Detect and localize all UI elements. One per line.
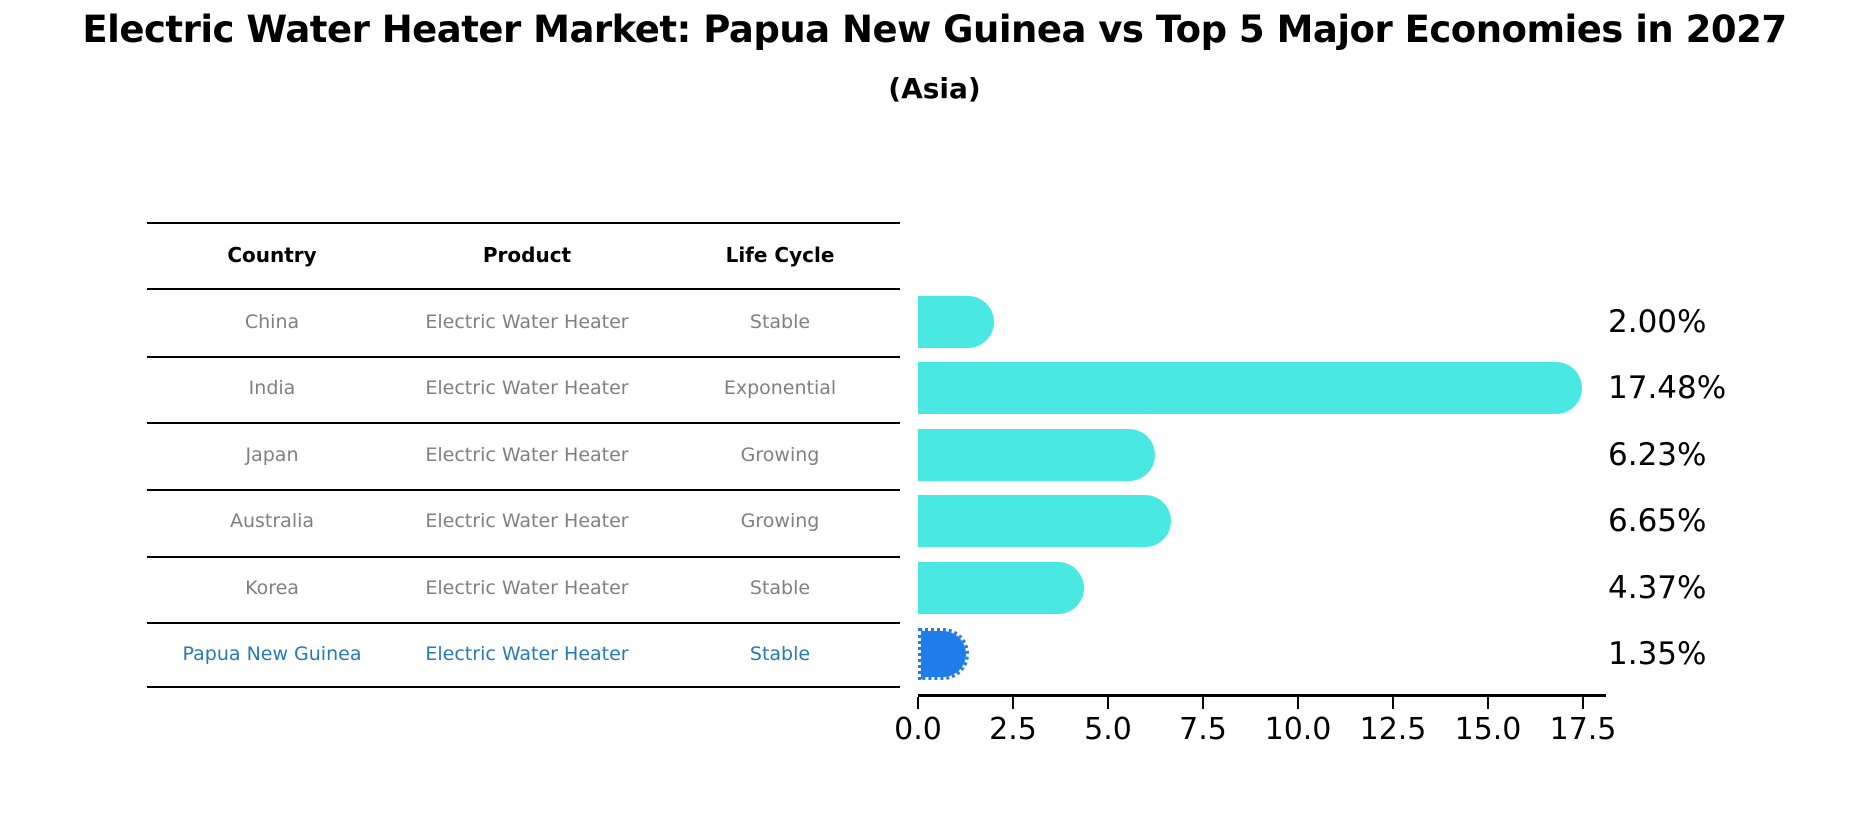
x-tick [1487, 697, 1489, 709]
cell-product: Electric Water Heater [425, 577, 629, 599]
table-border-top [147, 222, 900, 224]
country-table: Country Product Life Cycle China Electri… [147, 222, 900, 688]
x-tick [1107, 697, 1109, 709]
table-border-bottom [147, 686, 900, 688]
header-product: Product [482, 243, 572, 267]
chart-subtitle: (Asia) [888, 72, 981, 105]
table-header-row: Country Product Life Cycle [147, 240, 900, 270]
bar-china [918, 296, 994, 348]
x-tick [1012, 697, 1014, 709]
x-tick [1202, 697, 1204, 709]
table-row-india: India Electric Water Heater Exponential [147, 373, 900, 403]
header-life-cycle: Life Cycle [725, 243, 835, 267]
table-row-korea: Korea Electric Water Heater Stable [147, 573, 900, 603]
row-separator [147, 489, 900, 491]
cell-life-cycle: Growing [740, 510, 820, 532]
bar-australia [918, 495, 1171, 548]
table-row-australia: Australia Electric Water Heater Growing [147, 506, 900, 536]
bar-papua-new-guinea [918, 628, 970, 680]
row-separator [147, 556, 900, 558]
x-tick-label: 0.0 [894, 712, 942, 747]
chart-title: Electric Water Heater Market: Papua New … [82, 8, 1787, 51]
x-tick [1582, 697, 1584, 709]
value-label: 6.65% [1608, 503, 1707, 540]
cell-country: Australia [229, 510, 315, 532]
table-header-separator [147, 288, 900, 290]
value-label: 2.00% [1608, 304, 1707, 340]
cell-country: Korea [245, 577, 299, 599]
value-label: 4.37% [1608, 569, 1707, 606]
x-tick-label: 17.5 [1549, 712, 1617, 747]
cell-country: Papua New Guinea [182, 643, 362, 665]
x-tick-label: 5.0 [1084, 712, 1132, 747]
table-row-papua-new-guinea: Papua New Guinea Electric Water Heater S… [147, 639, 900, 669]
cell-life-cycle: Stable [749, 577, 811, 599]
cell-country: China [244, 311, 300, 333]
table-row-china: China Electric Water Heater Stable [147, 307, 900, 337]
value-label: 17.48% [1608, 370, 1727, 407]
cell-life-cycle: Stable [749, 643, 811, 665]
bar-india [918, 362, 1583, 415]
table-row-japan: Japan Electric Water Heater Growing [147, 440, 900, 470]
value-label: 6.23% [1608, 436, 1707, 473]
cell-product: Electric Water Heater [425, 311, 629, 333]
x-tick-label: 7.5 [1179, 712, 1227, 747]
value-label: 1.35% [1608, 636, 1707, 672]
bar-korea [918, 561, 1085, 614]
row-separator [147, 622, 900, 624]
row-separator [147, 356, 900, 358]
x-tick [1392, 697, 1394, 709]
x-tick-label: 10.0 [1264, 712, 1332, 747]
row-separator [147, 422, 900, 424]
cell-country: Japan [245, 444, 299, 466]
x-axis-line [918, 694, 1606, 697]
cell-product: Electric Water Heater [425, 510, 629, 532]
header-country: Country [227, 243, 317, 267]
bar-japan [918, 428, 1155, 481]
cell-product: Electric Water Heater [425, 377, 629, 399]
x-tick-label: 2.5 [989, 712, 1037, 747]
cell-product: Electric Water Heater [425, 444, 629, 466]
cell-life-cycle: Exponential [723, 377, 837, 399]
x-tick [1297, 697, 1299, 709]
cell-product: Electric Water Heater [425, 643, 629, 665]
x-tick-label: 12.5 [1359, 712, 1427, 747]
cell-life-cycle: Growing [740, 444, 820, 466]
cell-life-cycle: Stable [749, 311, 811, 333]
x-tick [917, 697, 919, 709]
x-tick-label: 15.0 [1454, 712, 1522, 747]
cell-country: India [248, 377, 296, 399]
